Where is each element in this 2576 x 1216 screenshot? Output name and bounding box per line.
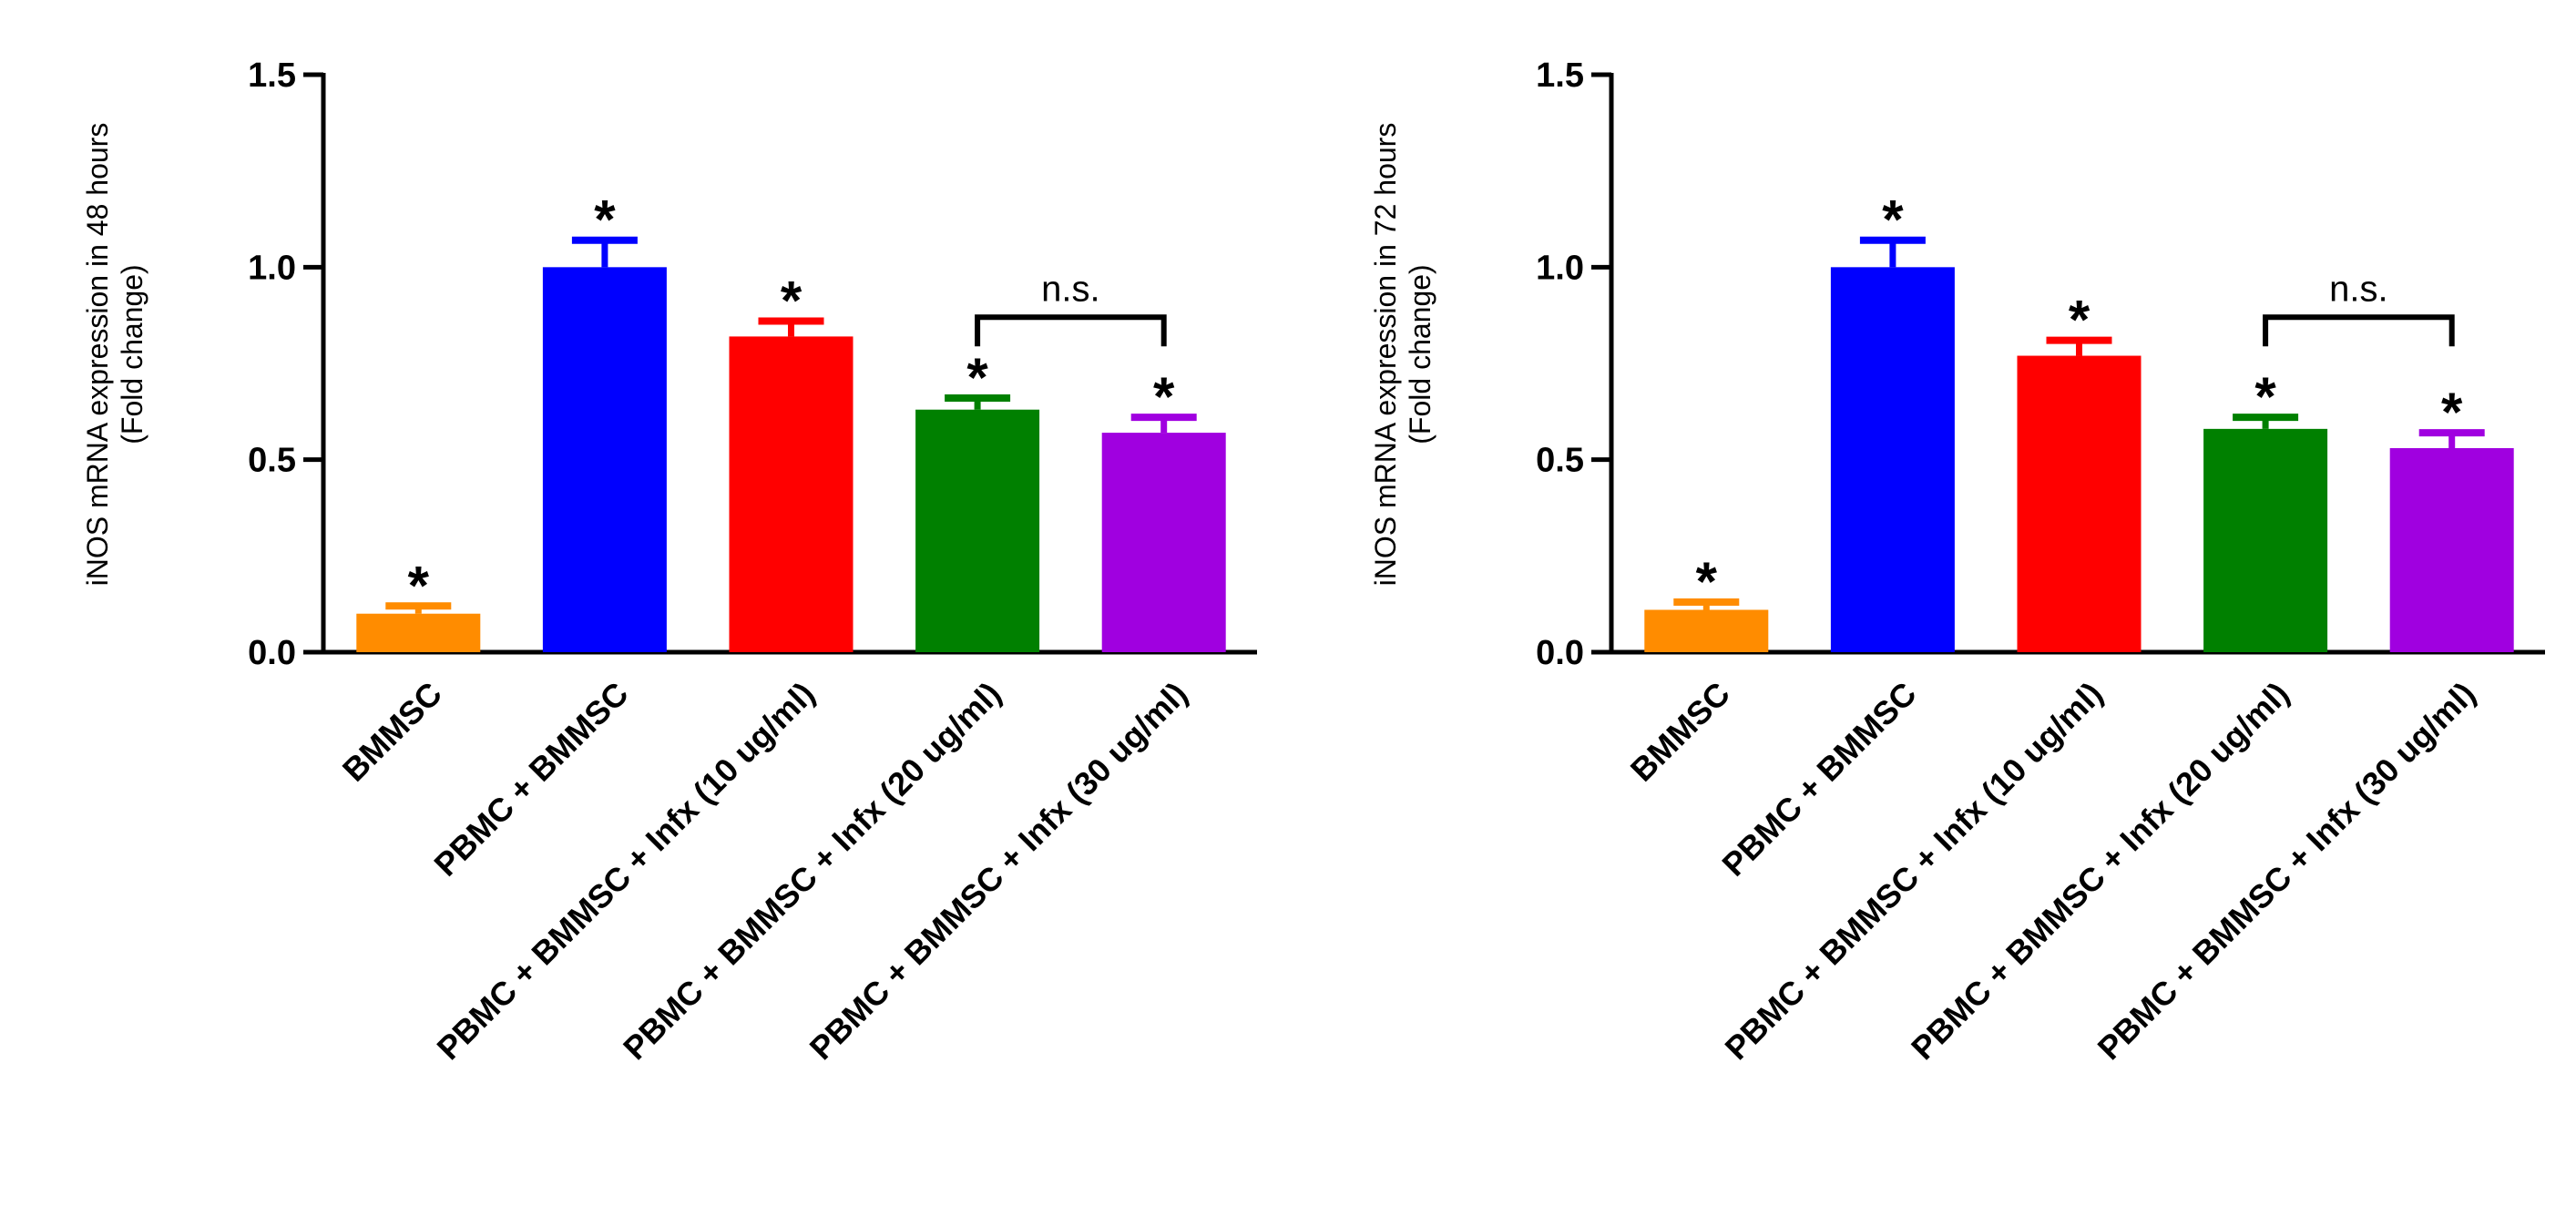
- bar: [915, 409, 1040, 652]
- chart-48h: iNOS mRNA expression in 48 hours(Fold ch…: [81, 56, 1257, 1068]
- significance-star: *: [594, 189, 616, 250]
- y-tick-label: 1.5: [248, 56, 296, 95]
- significance-star: *: [1696, 551, 1718, 612]
- bar: [2389, 447, 2514, 652]
- x-category-label: BMMSC: [1623, 675, 1737, 789]
- bar: [542, 267, 667, 652]
- significance-star: *: [2441, 382, 2463, 443]
- significance-star: *: [781, 271, 802, 332]
- significance-star: *: [408, 555, 430, 616]
- y-tick-label: 0.5: [1536, 442, 1584, 480]
- x-category-label: PBMC + BMMSC + Infx (30 ug/ml): [802, 675, 1195, 1068]
- bar: [2017, 355, 2142, 652]
- y-axis-label: iNOS mRNA expression in 48 hours(Fold ch…: [81, 123, 148, 587]
- x-category-label: PBMC + BMMSC + Infx (30 ug/ml): [2090, 675, 2483, 1068]
- significance-star: *: [966, 347, 988, 408]
- x-category-label: BMMSC: [335, 675, 449, 789]
- bar: [2203, 428, 2328, 652]
- chart-72h: iNOS mRNA expression in 72 hours(Fold ch…: [1369, 56, 2545, 1068]
- bar: [1101, 433, 1226, 652]
- chart-panel-48h: iNOS mRNA expression in 48 hours(Fold ch…: [81, 56, 1257, 1068]
- y-axis-label-line: iNOS mRNA expression in 48 hours: [81, 123, 114, 587]
- y-axis-label: iNOS mRNA expression in 72 hours(Fold ch…: [1369, 123, 1436, 587]
- chart-panel-72h: iNOS mRNA expression in 72 hours(Fold ch…: [1288, 0, 2576, 1216]
- significance-bracket: [975, 314, 1167, 347]
- significance-star: *: [2069, 290, 2090, 351]
- significance-star: *: [2254, 366, 2276, 427]
- x-category-label: PBMC + BMMSC + Infx (20 ug/ml): [1904, 675, 2296, 1068]
- x-category-label: PBMC + BMMSC + Infx (10 ug/ml): [429, 675, 822, 1068]
- y-tick-label: 0.5: [248, 442, 296, 480]
- y-tick-label: 1.0: [248, 249, 296, 287]
- y-tick-label: 0.0: [248, 634, 296, 672]
- y-tick-label: 1.0: [1536, 249, 1584, 287]
- y-axis-label-line: (Fold change): [116, 264, 148, 444]
- bar: [1644, 609, 1769, 652]
- bar: [1830, 267, 1955, 652]
- y-axis-label-line: (Fold change): [1404, 264, 1436, 444]
- bar: [729, 336, 854, 652]
- x-category-label: PBMC + BMMSC + Infx (10 ug/ml): [1717, 675, 2110, 1068]
- y-axis-label-line: iNOS mRNA expression in 72 hours: [1369, 123, 1402, 587]
- significance-star: *: [1153, 366, 1175, 427]
- significance-bracket: [2263, 314, 2455, 347]
- bar: [356, 613, 481, 652]
- significance-star: *: [1882, 189, 1904, 250]
- x-category-label: PBMC + BMMSC: [426, 675, 635, 884]
- x-category-label: PBMC + BMMSC + Infx (20 ug/ml): [616, 675, 1008, 1068]
- bracket-label: n.s.: [2329, 269, 2387, 309]
- x-category-label: PBMC + BMMSC: [1714, 675, 1923, 884]
- bracket-label: n.s.: [1041, 269, 1099, 309]
- y-tick-label: 1.5: [1536, 56, 1584, 95]
- y-tick-label: 0.0: [1536, 634, 1584, 672]
